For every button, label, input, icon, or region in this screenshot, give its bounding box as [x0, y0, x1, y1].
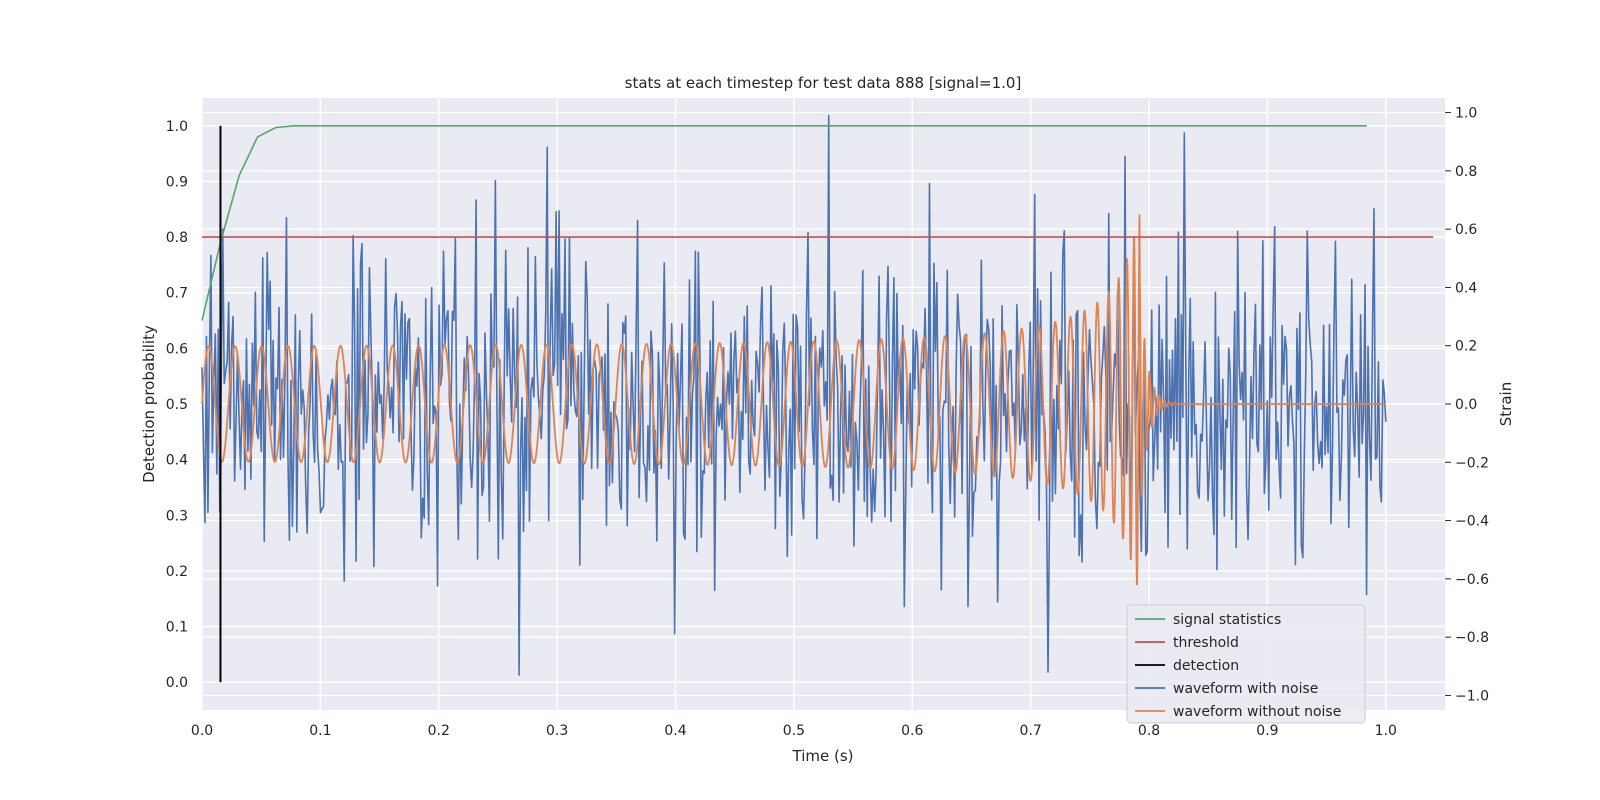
y-left-tick-label: 0.9: [166, 174, 188, 190]
legend: signal statistics threshold detection wavef…: [1126, 604, 1366, 724]
y-axis-left: 0.0 0.1 0.2 0.3 0.4 0.5 0.6 0.7 0.8 0.9 1.0: [166, 119, 188, 691]
x-tick-label: 0.1: [309, 723, 331, 739]
x-tick-label: 0.3: [546, 723, 568, 739]
y-left-tick-label: 0.2: [166, 564, 188, 580]
y-right-tick-label: −0.2: [1455, 455, 1489, 471]
y-right-tick-label: 0.4: [1455, 280, 1477, 296]
y-right-tick-label: 1.0: [1455, 106, 1477, 122]
x-tick-label: 0.8: [1138, 723, 1160, 739]
y-left-tick-label: 0.5: [166, 397, 188, 413]
x-tick-label: 0.7: [1020, 723, 1042, 739]
y-left-tick-label: 0.7: [166, 286, 188, 302]
y-axis-right: −1.0 −0.8 −0.6 −0.4 −0.2 0.0 0.2 0.4 0.6 0.8 1.0: [1445, 106, 1489, 704]
y-left-tick-label: 0.3: [166, 508, 188, 524]
series-waveform-without-noise: [201, 214, 1387, 586]
y-right-tick-label: 0.2: [1455, 339, 1477, 355]
y-right-tick-label: −0.8: [1455, 630, 1489, 646]
y-right-tick-label: −0.4: [1455, 514, 1489, 530]
y-left-tick-label: 0.1: [166, 620, 188, 636]
y-axis-label-left: Detection probability: [140, 325, 158, 483]
legend-entry-label: waveform with noise: [1173, 681, 1318, 697]
y-right-tick-label: 0.0: [1455, 397, 1477, 413]
y-right-tick-label: −1.0: [1455, 688, 1489, 704]
y-right-tick-label: −0.6: [1455, 572, 1489, 588]
y-right-tick-label: 0.6: [1455, 222, 1477, 238]
x-tick-label: 0.4: [664, 723, 686, 739]
series-signal-statistics: [201, 125, 1367, 321]
y-left-tick-label: 0.0: [166, 675, 188, 691]
y-right-tick-label: 0.8: [1455, 164, 1477, 180]
y-left-tick-label: 0.4: [166, 453, 188, 469]
series-layer: [201, 114, 1434, 683]
legend-entry-label: signal statistics: [1173, 612, 1281, 628]
x-tick-label: 1.0: [1375, 723, 1397, 739]
x-axis: 0.0 0.1 0.2 0.3 0.4 0.5 0.6 0.7 0.8 0.9 1.0: [191, 723, 1397, 739]
y-left-tick-label: 0.6: [166, 341, 188, 357]
legend-entry-label: detection: [1173, 658, 1239, 674]
legend-entry-label: waveform without noise: [1173, 704, 1341, 720]
y-axis-label-right: Strain: [1497, 382, 1515, 426]
x-tick-label: 0.9: [1256, 723, 1278, 739]
x-tick-label: 0.5: [783, 723, 805, 739]
x-tick-label: 0.0: [191, 723, 213, 739]
y-left-tick-label: 1.0: [166, 119, 188, 135]
legend-entry-label: threshold: [1173, 635, 1239, 651]
legend-box: [1126, 604, 1366, 724]
x-axis-label: Time (s): [792, 747, 854, 765]
x-tick-label: 0.6: [901, 723, 923, 739]
y-left-tick-label: 0.8: [166, 230, 188, 246]
x-tick-label: 0.2: [428, 723, 450, 739]
chart-title: stats at each timestep for test data 888…: [625, 74, 1022, 92]
